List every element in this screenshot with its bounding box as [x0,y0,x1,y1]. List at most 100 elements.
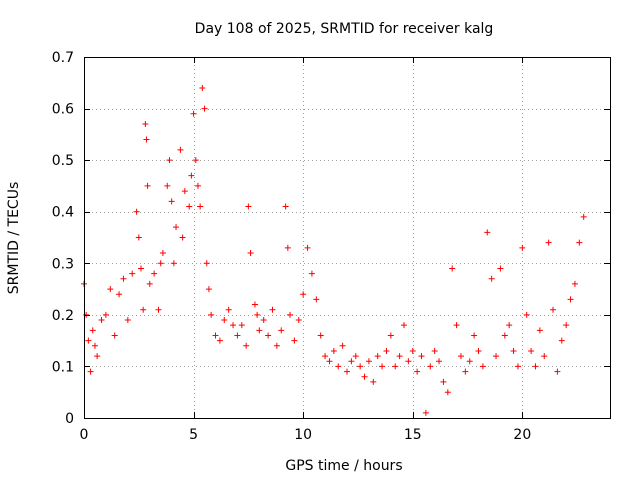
data-point [387,332,394,339]
data-point [151,270,158,277]
data-point [143,136,150,143]
data-point [519,244,526,251]
data-point [159,249,166,256]
data-point [98,317,105,324]
data-point [173,224,180,231]
data-point [493,353,500,360]
data-point [256,327,263,334]
data-point [409,347,416,354]
data-point [89,327,96,334]
y-tick-label: 0.5 [52,153,74,169]
data-point [94,353,101,360]
data-point [523,311,530,318]
data-point [208,311,215,318]
data-point [554,368,561,375]
data-point [545,239,552,246]
data-point [287,311,294,318]
x-tick-label: 15 [404,427,422,443]
data-point [155,306,162,313]
x-tick-label: 20 [513,427,531,443]
data-point [488,275,495,282]
data-point [164,182,171,189]
data-point [179,234,186,241]
data-point [383,347,390,354]
y-tick-labels: 0 0.1 0.2 0.3 0.4 0.5 0.6 0.7 [52,50,74,427]
data-point [188,172,195,179]
data-point [396,353,403,360]
data-point [91,342,98,349]
data-point [567,296,574,303]
data-point [528,347,535,354]
chart-title: Day 108 of 2025, SRMTID for receiver kal… [195,21,494,37]
data-point [205,286,212,293]
data-point [440,378,447,385]
data-point [291,337,298,344]
data-point [133,208,140,215]
data-point [457,353,464,360]
data-point [181,188,188,195]
data-point [379,363,386,370]
data-point [322,353,329,360]
data-point [576,239,583,246]
data-point [140,306,147,313]
data-point [462,368,469,375]
data-point [352,353,359,360]
data-point [510,347,517,354]
data-point [225,306,232,313]
data-point [269,306,276,313]
data-point [339,342,346,349]
x-tick-labels: 0 5 10 15 20 [80,427,532,443]
y-tick-label: 0.2 [52,308,74,324]
x-tick-label: 0 [80,427,89,443]
data-point [137,265,144,272]
data-point [254,311,261,318]
data-point [335,363,342,370]
data-point [444,389,451,396]
data-point [265,332,272,339]
data-point [197,203,204,210]
data-point [484,229,491,236]
data-point [186,203,193,210]
data-point [436,358,443,365]
data-point [166,157,173,164]
y-tick-label: 0 [65,411,74,427]
data-point [479,363,486,370]
data-point [230,322,237,329]
data-point [120,275,127,282]
data-point [251,301,258,308]
data-point [216,337,223,344]
x-tick-label: 10 [294,427,312,443]
data-point [157,260,164,267]
data-point [357,363,364,370]
x-axis-label: GPS time / hours [285,458,402,474]
data-point [370,378,377,385]
data-point [111,332,118,339]
data-point [107,286,114,293]
data-point [146,280,153,287]
data-point [295,317,302,324]
data-point [199,84,206,91]
y-tick-label: 0.7 [52,50,74,66]
data-point [427,363,434,370]
data-point [201,105,208,112]
data-point [501,332,508,339]
data-point [514,363,521,370]
data-point [580,213,587,220]
data-point [392,363,399,370]
data-point [563,322,570,329]
data-point [497,265,504,272]
data-point [194,182,201,189]
data-point [536,327,543,334]
data-point [203,260,210,267]
data-point [541,353,548,360]
data-point [374,353,381,360]
data-point [466,358,473,365]
y-tick-label: 0.6 [52,102,74,118]
data-point [405,358,412,365]
data-point [260,317,267,324]
data-point [304,244,311,251]
data-point [135,234,142,241]
data-point [192,157,199,164]
data-point [282,203,289,210]
